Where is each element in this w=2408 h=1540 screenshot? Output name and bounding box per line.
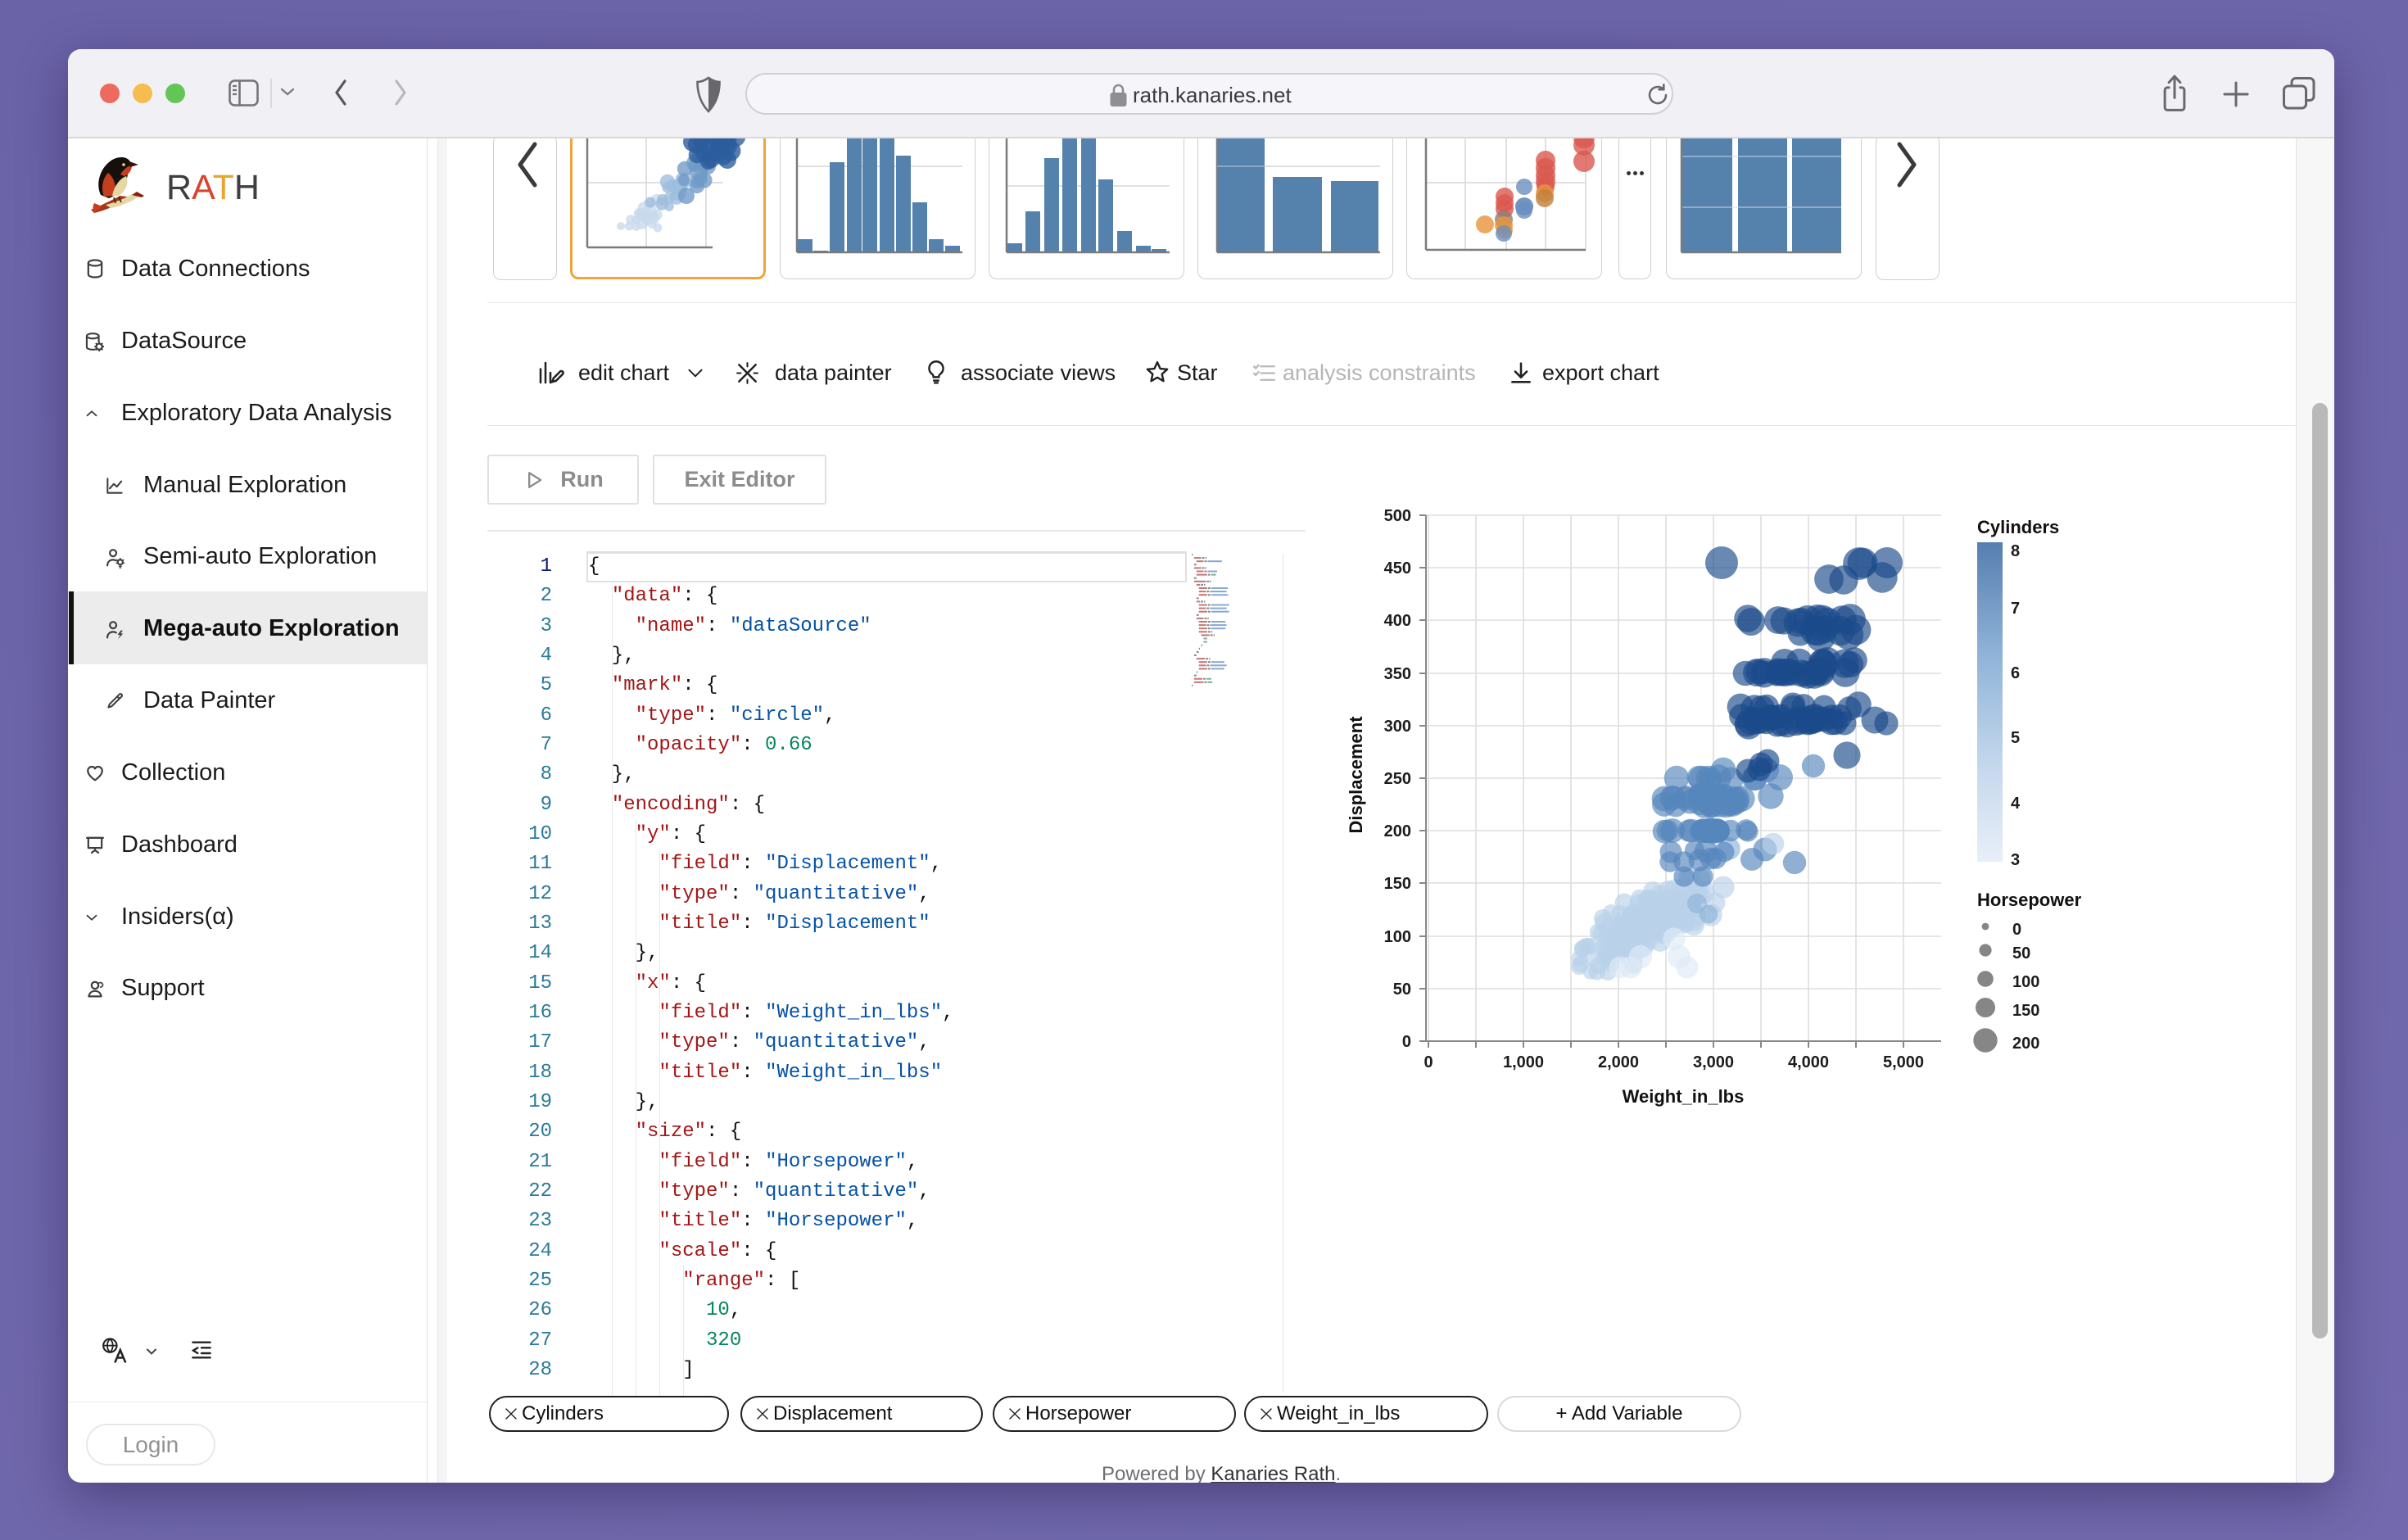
svg-text:0: 0 [2012,921,2021,939]
svg-text:4,000: 4,000 [1788,1053,1829,1071]
svg-text:350: 350 [1384,665,1411,683]
svg-text:200: 200 [1384,822,1411,840]
svg-text:500: 500 [1384,507,1411,525]
svg-text:0: 0 [1424,1053,1433,1071]
svg-text:3: 3 [2011,851,2020,869]
svg-text:50: 50 [2012,944,2030,962]
svg-text:Displacement: Displacement [1346,716,1366,834]
svg-text:250: 250 [1384,770,1411,788]
svg-text:8: 8 [2011,542,2020,560]
svg-text:5: 5 [2011,729,2020,747]
svg-text:150: 150 [2012,1002,2039,1020]
svg-text:2,000: 2,000 [1598,1053,1639,1071]
svg-text:450: 450 [1384,559,1411,578]
svg-text:150: 150 [1384,875,1411,893]
svg-text:100: 100 [1384,928,1411,946]
svg-text:Cylinders: Cylinders [1977,517,2059,537]
svg-text:0: 0 [1402,1033,1411,1051]
svg-text:Horsepower: Horsepower [1977,890,2082,910]
svg-text:3,000: 3,000 [1693,1053,1734,1071]
svg-text:7: 7 [2011,600,2020,618]
svg-text:200: 200 [2012,1035,2039,1053]
svg-text:300: 300 [1384,718,1411,736]
svg-text:5,000: 5,000 [1883,1053,1924,1071]
svg-text:Weight_in_lbs: Weight_in_lbs [1623,1086,1745,1107]
svg-text:50: 50 [1393,981,1411,999]
svg-text:100: 100 [2012,973,2039,991]
svg-text:1,000: 1,000 [1503,1053,1544,1071]
svg-text:6: 6 [2011,664,2020,682]
svg-text:4: 4 [2011,795,2021,813]
svg-text:400: 400 [1384,612,1411,630]
